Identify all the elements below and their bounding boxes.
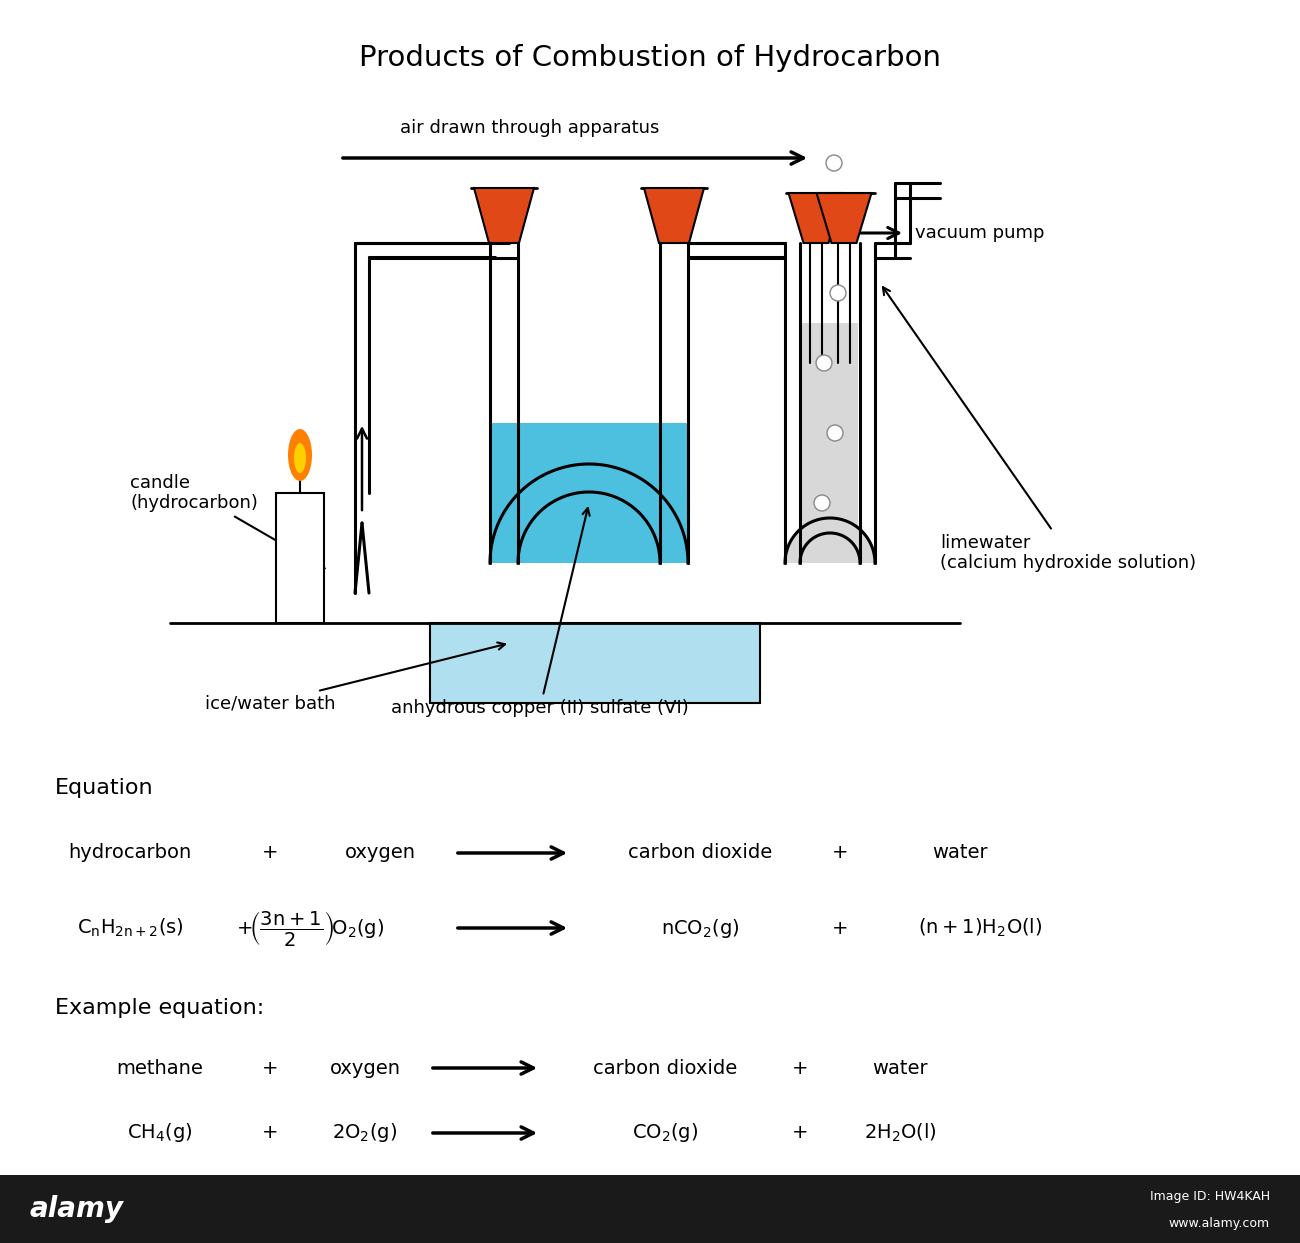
Text: $\mathrm{2O_2(g)}$: $\mathrm{2O_2(g)}$ <box>333 1121 398 1145</box>
Polygon shape <box>789 193 844 242</box>
Text: carbon dioxide: carbon dioxide <box>593 1059 737 1078</box>
Text: $\mathrm{C_nH_{2n+2}(s)}$: $\mathrm{C_nH_{2n+2}(s)}$ <box>77 917 183 940</box>
Bar <box>802 323 858 563</box>
Text: $\mathrm{nCO_2(g)}$: $\mathrm{nCO_2(g)}$ <box>660 916 740 940</box>
Polygon shape <box>474 188 534 242</box>
Text: limewater
(calcium hydroxide solution): limewater (calcium hydroxide solution) <box>883 287 1196 572</box>
Text: +: + <box>261 844 278 863</box>
Polygon shape <box>490 464 688 563</box>
Polygon shape <box>800 533 861 563</box>
Ellipse shape <box>294 443 306 474</box>
Text: $\mathrm{+\!\left(\dfrac{3n+1}{2}\right)\!O_2(g)}$: $\mathrm{+\!\left(\dfrac{3n+1}{2}\right)… <box>235 909 384 947</box>
Text: +: + <box>261 1059 278 1078</box>
Text: $\mathrm{(n+1)H_2O(l)}$: $\mathrm{(n+1)H_2O(l)}$ <box>918 917 1043 940</box>
Bar <box>0 1175 1300 1243</box>
Text: Products of Combustion of Hydrocarbon: Products of Combustion of Hydrocarbon <box>359 44 941 72</box>
Text: anhydrous copper (II) sulfate (VI): anhydrous copper (II) sulfate (VI) <box>391 508 689 717</box>
Polygon shape <box>816 193 871 242</box>
Circle shape <box>826 155 842 172</box>
Circle shape <box>827 425 842 441</box>
Text: Example equation:: Example equation: <box>55 998 264 1018</box>
Text: carbon dioxide: carbon dioxide <box>628 844 772 863</box>
Bar <box>430 623 760 704</box>
Text: +: + <box>792 1124 809 1142</box>
Text: $\mathrm{2H_2O(l)}$: $\mathrm{2H_2O(l)}$ <box>863 1122 936 1144</box>
Circle shape <box>814 495 829 511</box>
Text: Equation: Equation <box>55 778 153 798</box>
Bar <box>490 423 517 563</box>
Text: +: + <box>261 1124 278 1142</box>
Text: $\mathrm{CH_4(g)}$: $\mathrm{CH_4(g)}$ <box>127 1121 192 1145</box>
Text: methane: methane <box>117 1059 203 1078</box>
Text: Image ID: HW4KAH: Image ID: HW4KAH <box>1150 1191 1270 1203</box>
Text: hydrocarbon: hydrocarbon <box>69 844 191 863</box>
Text: +: + <box>792 1059 809 1078</box>
Circle shape <box>829 285 846 301</box>
Circle shape <box>816 215 833 231</box>
Circle shape <box>816 355 832 370</box>
Text: oxygen: oxygen <box>329 1059 400 1078</box>
Text: ice/water bath: ice/water bath <box>205 643 504 712</box>
Text: $\mathrm{CO_2(g)}$: $\mathrm{CO_2(g)}$ <box>632 1121 698 1145</box>
Text: water: water <box>872 1059 928 1078</box>
Polygon shape <box>785 518 875 563</box>
Bar <box>276 493 324 623</box>
Text: air drawn through apparatus: air drawn through apparatus <box>400 119 659 137</box>
Text: candle
(hydrocarbon): candle (hydrocarbon) <box>130 474 325 568</box>
Bar <box>517 423 660 563</box>
Ellipse shape <box>289 429 312 481</box>
Text: water: water <box>932 844 988 863</box>
Text: vacuum pump: vacuum pump <box>915 224 1044 242</box>
Text: www.alamy.com: www.alamy.com <box>1169 1217 1270 1231</box>
Text: alamy: alamy <box>30 1195 124 1223</box>
Text: +: + <box>832 844 848 863</box>
Text: oxygen: oxygen <box>344 844 416 863</box>
Bar <box>660 423 688 563</box>
Polygon shape <box>517 492 660 563</box>
Polygon shape <box>644 188 705 242</box>
Text: +: + <box>832 919 848 937</box>
